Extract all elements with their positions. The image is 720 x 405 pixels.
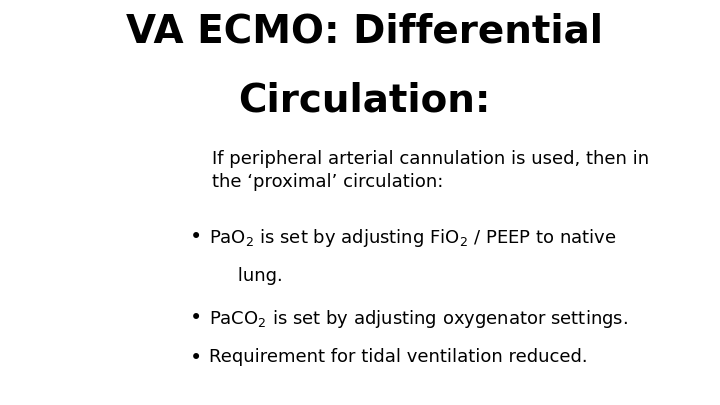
Text: •: • xyxy=(190,308,202,328)
Text: •: • xyxy=(190,227,202,247)
Text: VA ECMO: Differential: VA ECMO: Differential xyxy=(126,12,603,50)
Text: Requirement for tidal ventilation reduced.: Requirement for tidal ventilation reduce… xyxy=(209,348,588,366)
Text: Circulation:: Circulation: xyxy=(238,81,490,119)
Text: $\mathregular{PaO_2}$ is set by adjusting $\mathregular{FiO_2}$ / PEEP to native: $\mathregular{PaO_2}$ is set by adjustin… xyxy=(209,227,616,249)
Text: $\mathregular{PaCO_2}$ is set by adjusting oxygenator settings.: $\mathregular{PaCO_2}$ is set by adjusti… xyxy=(209,308,628,330)
Text: If peripheral arterial cannulation is used, then in
the ‘proximal’ circulation:: If peripheral arterial cannulation is us… xyxy=(212,150,649,192)
Text: lung.: lung. xyxy=(209,267,282,285)
Text: •: • xyxy=(190,348,202,368)
